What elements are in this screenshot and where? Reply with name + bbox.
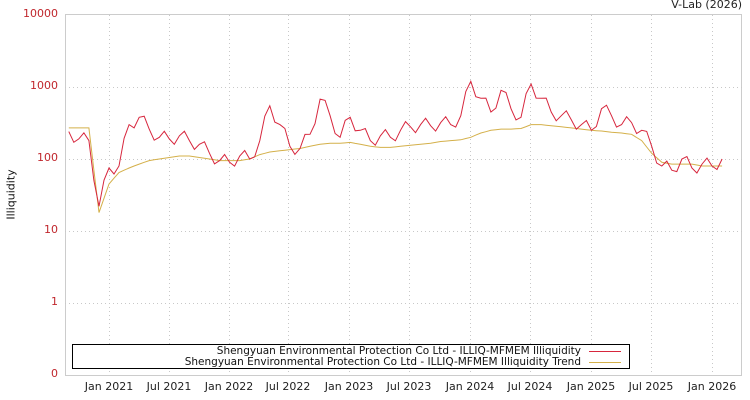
y-tick: 10 <box>44 223 58 236</box>
trend-line <box>68 124 723 213</box>
series-lines <box>68 79 723 213</box>
x-tick: Jan 2021 <box>84 380 134 393</box>
y-tick: 1 <box>51 295 58 308</box>
y-axis-label: Illiquidity <box>4 169 18 220</box>
x-tick: Jul 2024 <box>507 380 553 393</box>
y-tick: 10000 <box>23 7 58 20</box>
x-tick: Jan 2026 <box>687 380 737 393</box>
legend-swatch-red-line-icon <box>589 350 621 352</box>
y-tick: 0 <box>51 367 58 380</box>
chart-credit: V-Lab (2026) <box>671 0 742 11</box>
illiquidity-line <box>68 79 723 207</box>
y-tick: 100 <box>37 151 58 164</box>
x-tick: Jul 2023 <box>386 380 432 393</box>
x-tick: Jul 2021 <box>146 380 192 393</box>
legend-label: Shengyuan Environmental Protection Co Lt… <box>216 345 581 357</box>
chart-legend: Shengyuan Environmental Protection Co Lt… <box>72 344 630 369</box>
legend-item-illiquidity[interactable]: Shengyuan Environmental Protection Co Lt… <box>217 345 621 357</box>
x-tick: Jan 2024 <box>445 380 495 393</box>
x-tick: Jan 2022 <box>204 380 254 393</box>
legend-label: Shengyuan Environmental Protection Co Lt… <box>184 356 581 368</box>
x-tick: Jul 2025 <box>628 380 674 393</box>
x-tick: Jul 2022 <box>265 380 311 393</box>
gridlines <box>65 15 742 375</box>
x-tick: Jan 2023 <box>324 380 374 393</box>
y-tick: 1000 <box>30 79 58 92</box>
legend-swatch-gold-line-icon <box>589 361 621 363</box>
legend-item-illiquidity-trend[interactable]: Shengyuan Environmental Protection Co Lt… <box>185 356 621 368</box>
x-tick: Jan 2025 <box>566 380 616 393</box>
plot-area <box>65 14 742 376</box>
